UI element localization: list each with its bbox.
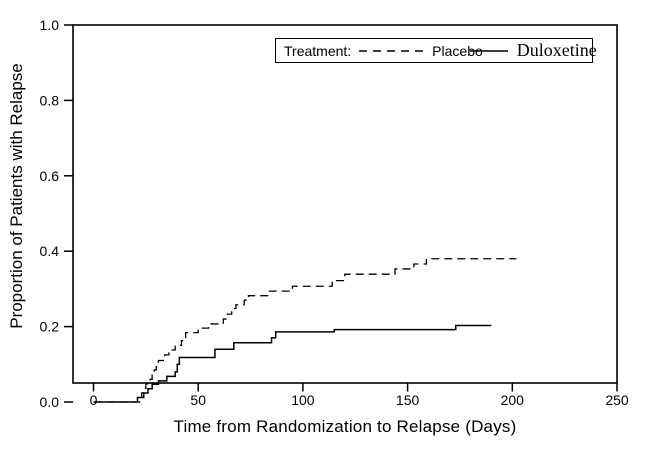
y-tick-label: 0.6 xyxy=(40,168,60,184)
y-tick-label: 0.0 xyxy=(40,394,60,410)
y-tick-label: 0.8 xyxy=(40,92,60,108)
x-tick-label: 100 xyxy=(291,392,315,408)
x-axis-title: Time from Randomization to Relapse (Days… xyxy=(173,417,517,436)
placebo-curve xyxy=(93,258,517,403)
x-tick-label: 200 xyxy=(501,392,525,408)
duloxetine-curve xyxy=(93,324,492,403)
legend-title: Treatment: xyxy=(284,42,352,59)
y-tick-label: 0.2 xyxy=(40,319,60,335)
x-tick-label: 250 xyxy=(605,392,629,408)
plot-frame xyxy=(72,24,618,384)
x-tick-label: 0 xyxy=(90,392,98,408)
duloxetine-solid-line-sample xyxy=(469,49,508,52)
legend-entry-duloxetine: Duloxetine xyxy=(516,40,597,60)
y-axis-title: Proportion of Patients with Relapse xyxy=(7,63,26,329)
x-tick-label: 50 xyxy=(190,392,206,408)
legend-box: Treatment: Placebo Duloxetine xyxy=(275,38,597,63)
x-tick-label: 150 xyxy=(396,392,420,408)
placebo-dashed-line-sample xyxy=(359,49,426,52)
y-tick-label: 1.0 xyxy=(40,17,60,33)
y-tick-label: 0.4 xyxy=(40,243,60,259)
legend-entry-placebo: Placebo xyxy=(432,42,483,59)
